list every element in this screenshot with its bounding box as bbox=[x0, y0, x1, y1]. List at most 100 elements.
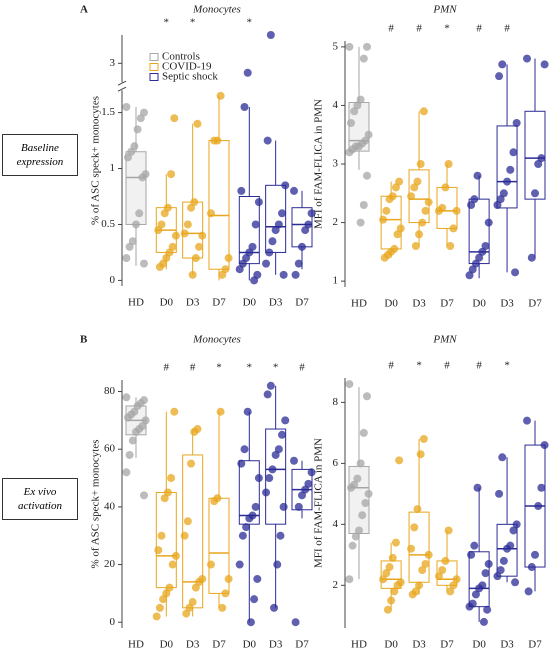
point bbox=[359, 54, 368, 63]
point bbox=[307, 209, 316, 218]
point bbox=[473, 171, 482, 180]
x-tick-label: D7 bbox=[528, 298, 542, 310]
point bbox=[407, 192, 416, 201]
x-tick-label: D7 bbox=[295, 297, 309, 309]
y-axis-label: % of ASC speck+ monocytes bbox=[90, 439, 102, 568]
point bbox=[218, 270, 227, 279]
point bbox=[122, 103, 131, 112]
point bbox=[251, 220, 260, 229]
row-label: Ex vivo activation bbox=[2, 478, 78, 520]
point bbox=[218, 603, 227, 612]
point bbox=[301, 226, 310, 235]
point bbox=[187, 203, 196, 212]
x-tick-label: D0 bbox=[160, 639, 174, 651]
point bbox=[254, 474, 263, 483]
significance: * bbox=[216, 362, 222, 374]
point bbox=[207, 560, 215, 569]
x-tick-label: D3 bbox=[269, 639, 283, 651]
point bbox=[410, 523, 419, 532]
point bbox=[266, 381, 275, 390]
y-tick-label: 1 bbox=[110, 162, 116, 174]
point bbox=[467, 201, 476, 209]
point bbox=[446, 242, 455, 250]
point bbox=[250, 595, 259, 604]
point bbox=[138, 173, 147, 182]
point bbox=[216, 407, 225, 416]
point bbox=[276, 531, 285, 540]
point bbox=[407, 544, 416, 553]
significance: # bbox=[388, 360, 394, 372]
point bbox=[415, 581, 424, 590]
legend-swatch bbox=[149, 63, 159, 71]
significance: * bbox=[444, 23, 450, 35]
point bbox=[160, 209, 169, 218]
point bbox=[382, 569, 391, 578]
x-tick-label: D0 bbox=[384, 298, 398, 310]
point bbox=[353, 101, 362, 110]
y-tick-label: 1 bbox=[333, 275, 339, 287]
point bbox=[511, 578, 520, 587]
point bbox=[449, 224, 458, 233]
y-tick-label: 3 bbox=[333, 158, 339, 170]
x-tick-label: D3 bbox=[186, 639, 200, 651]
point bbox=[268, 237, 277, 246]
point bbox=[435, 206, 443, 215]
point bbox=[408, 590, 417, 599]
point bbox=[278, 209, 287, 218]
y-tick-label: 2 bbox=[333, 579, 339, 591]
point bbox=[278, 430, 287, 439]
point bbox=[534, 502, 543, 511]
point bbox=[251, 502, 260, 511]
point bbox=[416, 450, 425, 459]
point bbox=[465, 271, 474, 280]
y-axis-label: MFI of FAM-FLICA in PMN bbox=[313, 99, 325, 229]
point bbox=[345, 575, 354, 584]
point bbox=[180, 229, 189, 238]
point bbox=[294, 259, 303, 268]
point bbox=[240, 103, 249, 112]
point bbox=[471, 259, 480, 268]
point bbox=[291, 618, 300, 627]
point bbox=[125, 450, 134, 459]
point bbox=[167, 170, 176, 179]
point bbox=[191, 254, 200, 263]
point bbox=[390, 587, 399, 596]
point bbox=[361, 499, 370, 507]
significance: # bbox=[476, 360, 482, 372]
point bbox=[523, 416, 531, 425]
x-tick-label: D3 bbox=[500, 298, 514, 310]
point bbox=[279, 270, 288, 279]
point bbox=[348, 541, 357, 550]
point bbox=[266, 31, 275, 39]
y-tick-label: 4 bbox=[333, 518, 339, 530]
point bbox=[160, 494, 169, 503]
y-tick-label: 3 bbox=[110, 57, 116, 69]
point bbox=[155, 262, 164, 271]
chart-title: PMN bbox=[432, 4, 457, 16]
point bbox=[356, 459, 365, 468]
point bbox=[183, 220, 192, 229]
point bbox=[496, 566, 505, 575]
point bbox=[159, 595, 168, 604]
point bbox=[345, 42, 354, 51]
significance: # bbox=[388, 23, 394, 35]
point bbox=[512, 520, 521, 529]
point bbox=[253, 574, 262, 583]
point bbox=[391, 538, 400, 547]
point bbox=[385, 195, 394, 204]
point bbox=[359, 428, 368, 437]
point bbox=[379, 215, 388, 224]
point bbox=[250, 276, 259, 285]
point bbox=[183, 517, 192, 526]
point bbox=[396, 224, 405, 233]
point bbox=[198, 231, 207, 240]
point bbox=[385, 563, 394, 572]
x-tick-label: HD bbox=[351, 298, 367, 310]
chart-title: Monocytes bbox=[192, 4, 241, 16]
box bbox=[208, 140, 230, 270]
y-tick-label: 60 bbox=[104, 443, 116, 455]
point bbox=[193, 119, 202, 128]
point bbox=[254, 198, 263, 207]
y-tick-label: 6 bbox=[333, 457, 339, 469]
row-label: Baseline expression bbox=[2, 134, 78, 176]
